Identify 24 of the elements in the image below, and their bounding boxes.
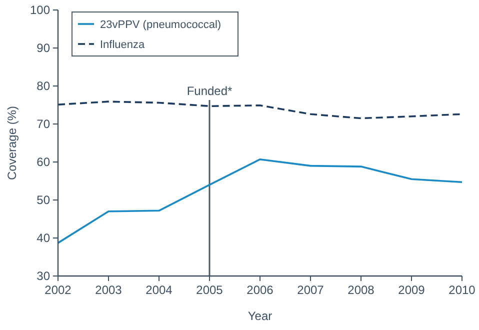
x-axis-title: Year — [248, 309, 272, 323]
y-tick-label: 30 — [36, 269, 50, 284]
y-tick-label: 70 — [36, 117, 50, 132]
y-axis-title: Coverage (%) — [5, 106, 19, 180]
x-tick-label: 2007 — [297, 283, 324, 297]
line-series — [57, 158, 463, 244]
x-tick-label: 2004 — [146, 283, 173, 297]
y-tick-label: 80 — [36, 79, 50, 94]
legend-label: 23vPPV (pneumococcal) — [100, 18, 222, 31]
x-tick-label: 2003 — [95, 283, 122, 297]
legend-label: Influenza — [100, 38, 146, 51]
y-tick-label: 90 — [36, 41, 50, 56]
y-tick-label: 100 — [30, 3, 50, 18]
x-tick-label: 2002 — [44, 283, 72, 297]
x-tick-label: 2005 — [196, 283, 224, 297]
x-tick-label: 2010 — [448, 283, 476, 297]
y-tick-label: 40 — [36, 231, 50, 246]
ref-line-label: Funded* — [186, 84, 233, 98]
x-tick-label: 2008 — [348, 283, 375, 297]
line-series — [57, 100, 463, 120]
x-tick-label: 2006 — [246, 283, 274, 297]
y-tick-label: 50 — [36, 193, 50, 208]
y-tick-label: 60 — [36, 155, 50, 170]
x-tick-label: 2009 — [398, 283, 426, 297]
